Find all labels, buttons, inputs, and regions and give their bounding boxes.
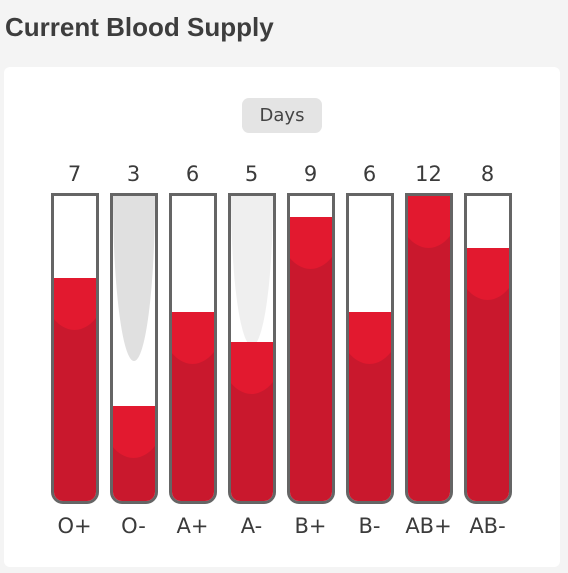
blood-type-label: A+ [176,514,209,538]
days-count: 6 [185,162,200,186]
days-count: 9 [303,162,318,186]
blood-tube [286,193,335,504]
days-count: 12 [415,162,442,186]
blood-type-column: 9 B+ [281,158,340,538]
blood-tube [168,193,217,504]
blood-tube [50,193,99,504]
days-count: 3 [126,162,141,186]
blood-type-label: B+ [294,514,327,538]
blood-type-label: AB+ [405,514,452,538]
blood-type-column: 6 B- [340,158,399,538]
page-title: Current Blood Supply [5,12,274,42]
tube-fill [230,342,273,501]
blood-tube [227,193,276,504]
blood-type-label: O+ [57,514,92,538]
blood-tube [463,193,512,504]
tube-ghost-meniscus [230,196,273,346]
tube-ghost-meniscus [112,196,155,361]
blood-type-column: 7 O+ [45,158,104,538]
days-count: 5 [244,162,259,186]
tube-fill [289,217,332,501]
tube-fill [348,311,391,501]
blood-type-label: A- [240,514,263,538]
tube-fill [53,278,96,501]
blood-type-label: O- [121,514,146,538]
blood-type-label: AB- [469,514,506,538]
days-count: 6 [362,162,377,186]
blood-type-label: B- [358,514,381,538]
blood-type-column: 5 A- [222,158,281,538]
blood-tube [404,193,453,504]
blood-tube [345,193,394,504]
blood-type-column: 8 AB- [458,158,517,538]
days-count: 7 [67,162,82,186]
blood-type-column: 12 AB+ [399,158,458,538]
tube-fill [466,247,509,501]
blood-tube [109,193,158,504]
tube-fill [171,311,214,501]
days-count: 8 [480,162,495,186]
tube-fill [407,196,450,501]
days-button[interactable]: Days [242,98,322,133]
tube-fill [112,406,155,501]
blood-type-column: 6 A+ [163,158,222,538]
blood-type-column: 3 O- [104,158,163,538]
